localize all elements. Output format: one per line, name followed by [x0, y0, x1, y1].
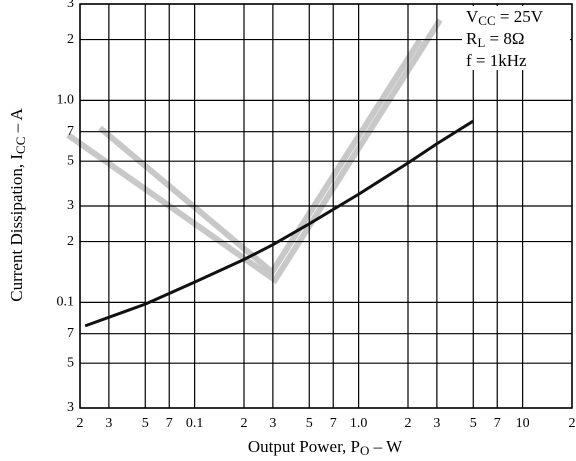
x-tick-label: 3: [433, 416, 440, 431]
x-tick-label: 7: [494, 416, 501, 431]
annotation-sub: L: [477, 35, 485, 50]
x-tick-label: 2: [241, 416, 248, 431]
annotation-sub: CC: [478, 13, 495, 28]
y-tick-label: 7: [67, 124, 74, 139]
y-tick-label: 5: [67, 153, 74, 168]
y-tick-label: 7: [67, 326, 74, 341]
x-tick-label: 10: [516, 416, 530, 431]
y-tick-label: 1.0: [57, 93, 75, 108]
annotation: RL = 8Ω: [466, 29, 525, 50]
y-tick-label: 3: [67, 0, 74, 11]
annotation-text: f = 1kHz: [466, 51, 527, 70]
x-tick-label: 5: [142, 416, 149, 431]
annotation-box: [462, 6, 570, 70]
annotation: f = 1kHz: [466, 51, 527, 70]
watermark-shape: [66, 18, 443, 285]
annotation: VCC = 25V: [466, 7, 544, 28]
annotation-text: = 25V: [496, 7, 544, 26]
y-tick-label: 3: [67, 198, 74, 213]
x-tick-label: 2: [405, 416, 412, 431]
annotation-text: R: [466, 29, 478, 48]
y-tick-label: 2: [67, 32, 74, 47]
x-tick-label: 5: [470, 416, 477, 431]
y-axis-label: Current Dissipation, ICC – A: [7, 108, 28, 302]
y-tick-label: 2: [67, 234, 74, 249]
annotation-text: = 8Ω: [485, 29, 524, 48]
x-tick-label: 5: [306, 416, 313, 431]
y-tick-label: 0.1: [57, 295, 75, 310]
x-tick-label: 2: [569, 416, 576, 431]
x-tick-label: 0.1: [186, 416, 204, 431]
x-tick-label: 7: [330, 416, 337, 431]
annotation-text: V: [466, 7, 479, 26]
x-tick-label: 3: [105, 416, 112, 431]
x-tick-label: 1.0: [350, 416, 368, 431]
x-tick-label: 3: [269, 416, 276, 431]
x-tick-label: 7: [166, 416, 173, 431]
x-tick-label: 2: [77, 416, 84, 431]
data-line: [84, 119, 475, 328]
x-axis-label: Output Power, PO – W: [248, 437, 403, 458]
y-tick-label: 5: [67, 355, 74, 370]
plot-frame: [79, 3, 573, 409]
y-tick-label: 3: [67, 400, 74, 415]
